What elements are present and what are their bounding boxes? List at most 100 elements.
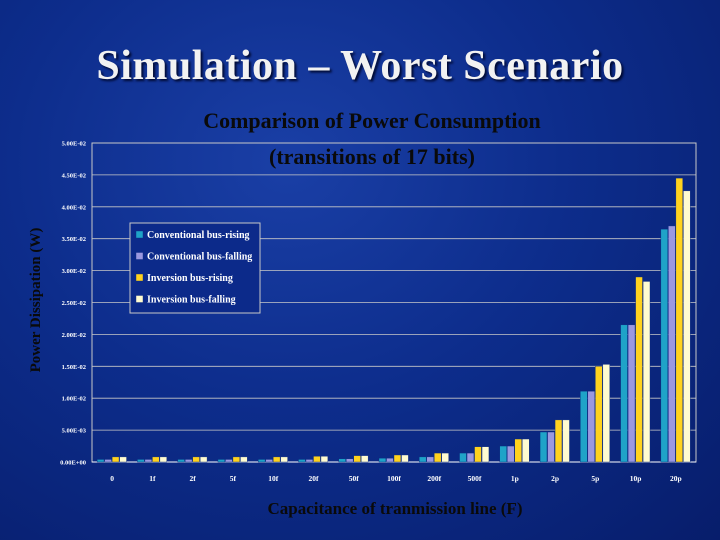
bar — [434, 452, 442, 463]
bar — [104, 459, 112, 463]
bar — [192, 456, 200, 463]
slide-title: Simulation – Worst Scenario — [96, 43, 624, 89]
bar — [225, 459, 233, 463]
bar — [386, 457, 394, 463]
legend-swatch — [135, 295, 144, 303]
bar — [602, 364, 610, 463]
bar — [507, 445, 515, 463]
y-tick-label: 1.50E-02 — [62, 364, 86, 371]
bar — [481, 446, 490, 463]
legend-swatch — [135, 273, 144, 282]
bar — [562, 419, 570, 463]
bar — [378, 457, 387, 463]
bar — [393, 454, 402, 463]
y-tick-label: 0.00E+00 — [60, 460, 86, 467]
bar — [280, 456, 288, 463]
x-axis-title: Capacitance of tranmission line (F) — [268, 499, 523, 518]
bar — [159, 456, 167, 463]
bar — [580, 390, 588, 463]
y-tick-label: 1.00E-02 — [62, 396, 86, 403]
x-tick-label: 100f — [387, 474, 401, 483]
y-tick-label: 2.00E-02 — [62, 332, 86, 339]
bar — [361, 455, 369, 463]
bar — [265, 459, 273, 463]
bar — [184, 459, 193, 463]
x-tick-label: 2f — [190, 474, 197, 483]
bar — [273, 456, 281, 463]
bar — [668, 225, 676, 463]
x-tick-label: 20p — [670, 474, 682, 483]
bar — [499, 445, 507, 463]
bar — [199, 456, 208, 463]
bar — [627, 324, 636, 463]
plot-area: 0.00E+00 5.00E-03 1.00E-02 1.50E-02 2.00E-02… — [60, 141, 697, 483]
bar — [232, 456, 241, 463]
legend-swatch — [135, 252, 144, 260]
y-axis-title: Power Dissipation (W) — [28, 228, 44, 373]
legend-label: Inversion bus-rising — [147, 273, 233, 284]
y-tick-label: 3.50E-02 — [62, 236, 86, 243]
bar — [642, 281, 651, 463]
y-tick-label: 5.00E-02 — [62, 141, 86, 148]
y-tick-label: 3.00E-02 — [62, 268, 86, 275]
bar — [217, 459, 226, 463]
bar — [459, 452, 467, 463]
bar — [305, 459, 314, 463]
legend-box — [129, 222, 261, 314]
bar — [466, 452, 475, 463]
bar — [240, 456, 248, 463]
bar — [401, 454, 409, 463]
bar — [547, 431, 555, 463]
x-tick-label: 200f — [427, 474, 441, 483]
x-tick-label: 10p — [630, 474, 642, 483]
bar — [635, 276, 643, 463]
x-tick-label: 50f — [349, 474, 360, 483]
y-tick-label: 2.50E-02 — [62, 300, 86, 307]
bar — [144, 459, 152, 463]
bar — [620, 324, 628, 463]
chart-title-line1: Comparison of Power Consumption — [203, 108, 541, 133]
x-tick-label: 5f — [230, 474, 237, 483]
bar — [137, 459, 145, 463]
bar — [96, 459, 105, 463]
y-tick-label: 4.00E-02 — [62, 204, 86, 211]
bar — [152, 456, 160, 463]
x-tick-label: 1f — [149, 474, 156, 483]
x-tick-label: 500f — [468, 474, 482, 483]
bar — [441, 452, 449, 463]
bar — [346, 458, 354, 463]
bar — [554, 419, 563, 463]
bar — [119, 456, 127, 463]
legend-label: Conventional bus-rising — [147, 230, 250, 241]
bar — [595, 366, 603, 463]
bar — [353, 455, 361, 463]
bar — [539, 431, 548, 463]
bar — [419, 456, 427, 463]
x-tick-label: 5p — [591, 474, 599, 483]
bar — [320, 456, 329, 463]
chart-title-line2: (transitions of 17 bits) — [269, 144, 475, 169]
bar — [522, 438, 530, 463]
bar — [177, 459, 185, 463]
bar — [683, 190, 691, 463]
bar — [660, 228, 668, 463]
legend-swatch — [135, 230, 144, 239]
x-tick-label: 1p — [511, 474, 519, 483]
bar — [474, 446, 482, 463]
bar — [514, 438, 522, 463]
bar — [426, 456, 434, 463]
bar — [587, 390, 595, 463]
bar — [338, 458, 346, 463]
bar — [111, 456, 120, 463]
bar — [298, 459, 306, 463]
legend-label: Inversion bus-falling — [147, 295, 236, 306]
bar — [313, 456, 321, 463]
bar — [675, 177, 683, 463]
x-tick-label: 20f — [308, 474, 319, 483]
y-tick-label: 4.50E-02 — [62, 172, 86, 179]
x-tick-label: 2p — [551, 474, 559, 483]
y-tick-label: 5.00E-03 — [62, 428, 87, 435]
bar — [258, 459, 266, 463]
legend-label: Conventional bus-falling — [147, 252, 252, 263]
